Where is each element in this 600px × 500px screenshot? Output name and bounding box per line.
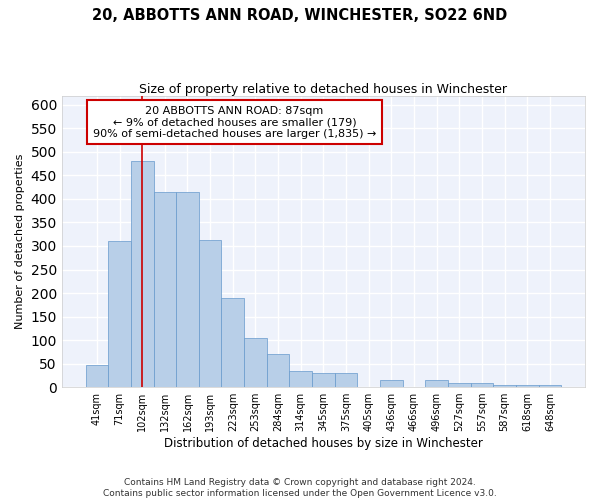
Bar	[267, 354, 289, 387]
Bar	[516, 384, 539, 387]
Y-axis label: Number of detached properties: Number of detached properties	[15, 154, 25, 329]
Bar	[380, 380, 403, 387]
Bar	[539, 384, 561, 387]
Bar	[108, 241, 131, 387]
Bar	[131, 162, 154, 387]
Bar	[448, 383, 470, 387]
Text: 20 ABBOTTS ANN ROAD: 87sqm
← 9% of detached houses are smaller (179)
90% of semi: 20 ABBOTTS ANN ROAD: 87sqm ← 9% of detac…	[93, 106, 376, 139]
X-axis label: Distribution of detached houses by size in Winchester: Distribution of detached houses by size …	[164, 437, 483, 450]
Bar	[470, 383, 493, 387]
Bar	[176, 192, 199, 387]
Bar	[199, 240, 221, 387]
Bar	[312, 373, 335, 387]
Bar	[154, 192, 176, 387]
Text: 20, ABBOTTS ANN ROAD, WINCHESTER, SO22 6ND: 20, ABBOTTS ANN ROAD, WINCHESTER, SO22 6…	[92, 8, 508, 22]
Bar	[244, 338, 267, 387]
Bar	[493, 384, 516, 387]
Title: Size of property relative to detached houses in Winchester: Size of property relative to detached ho…	[139, 82, 508, 96]
Bar	[335, 373, 358, 387]
Bar	[221, 298, 244, 387]
Text: Contains HM Land Registry data © Crown copyright and database right 2024.
Contai: Contains HM Land Registry data © Crown c…	[103, 478, 497, 498]
Bar	[86, 366, 108, 387]
Bar	[425, 380, 448, 387]
Bar	[289, 370, 312, 387]
